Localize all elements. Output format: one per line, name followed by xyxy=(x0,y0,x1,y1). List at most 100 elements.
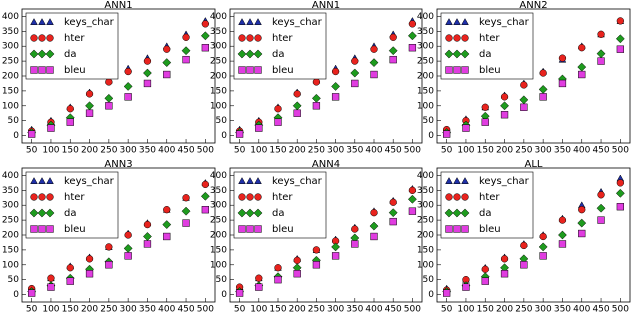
marker-square xyxy=(331,93,340,101)
marker-circle xyxy=(461,193,469,201)
marker-diamond xyxy=(615,34,625,44)
marker-diamond xyxy=(85,101,94,111)
marker-circle xyxy=(520,241,528,250)
marker-triangle xyxy=(238,177,246,184)
legend-label: keys_char xyxy=(272,17,323,28)
y-tick-label: 300 xyxy=(210,201,227,211)
marker-diamond xyxy=(123,243,133,253)
marker-circle xyxy=(274,105,282,113)
marker-circle xyxy=(351,57,359,65)
x-tick-label: 250 xyxy=(100,305,117,312)
x-tick-label: 200 xyxy=(496,305,513,312)
marker-square xyxy=(616,45,625,53)
marker-diamond xyxy=(444,208,454,218)
marker-square xyxy=(28,130,36,138)
marker-square xyxy=(597,57,605,65)
marker-square xyxy=(30,66,38,74)
marker-diamond xyxy=(452,49,462,59)
legend-label: keys_char xyxy=(479,17,530,28)
marker-circle xyxy=(182,33,190,41)
x-tick-label: 500 xyxy=(197,146,214,156)
marker-circle xyxy=(539,232,547,241)
marker-circle xyxy=(389,198,397,206)
x-tick-label: 200 xyxy=(289,146,306,156)
marker-square xyxy=(235,130,244,138)
plot-frame xyxy=(229,8,423,144)
y-tick-label: 350 xyxy=(2,186,19,196)
marker-diamond xyxy=(369,58,379,68)
marker-diamond xyxy=(596,203,606,213)
marker-circle xyxy=(254,34,262,42)
marker-triangle xyxy=(46,177,54,184)
marker-circle xyxy=(453,193,461,201)
marker-circle xyxy=(520,81,528,89)
marker-circle xyxy=(238,193,246,201)
marker-square xyxy=(293,270,301,278)
y-tick-label: 400 xyxy=(2,12,19,22)
x-tick-label: 200 xyxy=(496,146,513,156)
marker-diamond xyxy=(596,49,606,59)
marker-square xyxy=(481,277,489,285)
marker-diamond xyxy=(123,81,133,91)
x-tick-label: 150 xyxy=(269,305,286,312)
legend-label: bleu xyxy=(272,65,294,76)
marker-circle xyxy=(578,206,586,214)
marker-diamond xyxy=(311,93,321,103)
marker-diamond xyxy=(200,191,210,201)
marker-triangle xyxy=(30,18,38,25)
marker-square xyxy=(453,66,461,74)
marker-circle xyxy=(38,193,46,201)
marker-diamond xyxy=(538,242,548,252)
marker-square xyxy=(46,66,54,74)
y-tick-label: 50 xyxy=(216,275,228,285)
x-tick-label: 50 xyxy=(441,146,453,156)
marker-circle xyxy=(274,264,282,272)
marker-circle xyxy=(293,256,301,264)
marker-square xyxy=(481,118,489,126)
marker-triangle xyxy=(445,18,453,25)
marker-diamond xyxy=(29,49,39,59)
marker-square xyxy=(520,103,528,111)
marker-square xyxy=(453,225,461,233)
marker-square xyxy=(254,66,262,74)
marker-circle xyxy=(254,193,262,201)
marker-circle xyxy=(312,78,321,86)
y-tick-label: 100 xyxy=(417,260,434,270)
marker-square xyxy=(201,44,209,52)
y-tick-label: 350 xyxy=(417,186,434,196)
y-tick-label: 100 xyxy=(417,101,434,111)
x-tick-label: 350 xyxy=(346,146,363,156)
y-tick-label: 0 xyxy=(13,290,19,300)
y-tick-label: 350 xyxy=(417,27,434,37)
legend-label: bleu xyxy=(272,224,294,235)
x-tick-label: 350 xyxy=(139,146,156,156)
marker-diamond xyxy=(388,46,398,56)
marker-circle xyxy=(500,255,509,263)
marker-diamond xyxy=(245,49,255,59)
x-tick-label: 250 xyxy=(515,305,532,312)
marker-diamond xyxy=(162,220,172,230)
marker-diamond xyxy=(143,68,152,78)
marker-triangle xyxy=(246,177,254,184)
marker-square xyxy=(558,79,567,88)
x-tick-label: 450 xyxy=(385,146,402,156)
x-tick-label: 450 xyxy=(177,146,194,156)
marker-square xyxy=(520,261,528,269)
marker-square xyxy=(578,70,586,79)
legend-label: keys_char xyxy=(64,176,115,187)
marker-square xyxy=(351,79,359,88)
x-tick-label: 400 xyxy=(365,146,382,156)
plot-frame xyxy=(21,167,216,303)
x-tick-label: 50 xyxy=(234,305,246,312)
x-tick-label: 250 xyxy=(308,146,325,156)
x-tick-label: 500 xyxy=(612,146,629,156)
y-tick-label: 250 xyxy=(417,57,434,67)
legend-label: bleu xyxy=(479,65,501,76)
x-tick-label: 450 xyxy=(592,305,609,312)
